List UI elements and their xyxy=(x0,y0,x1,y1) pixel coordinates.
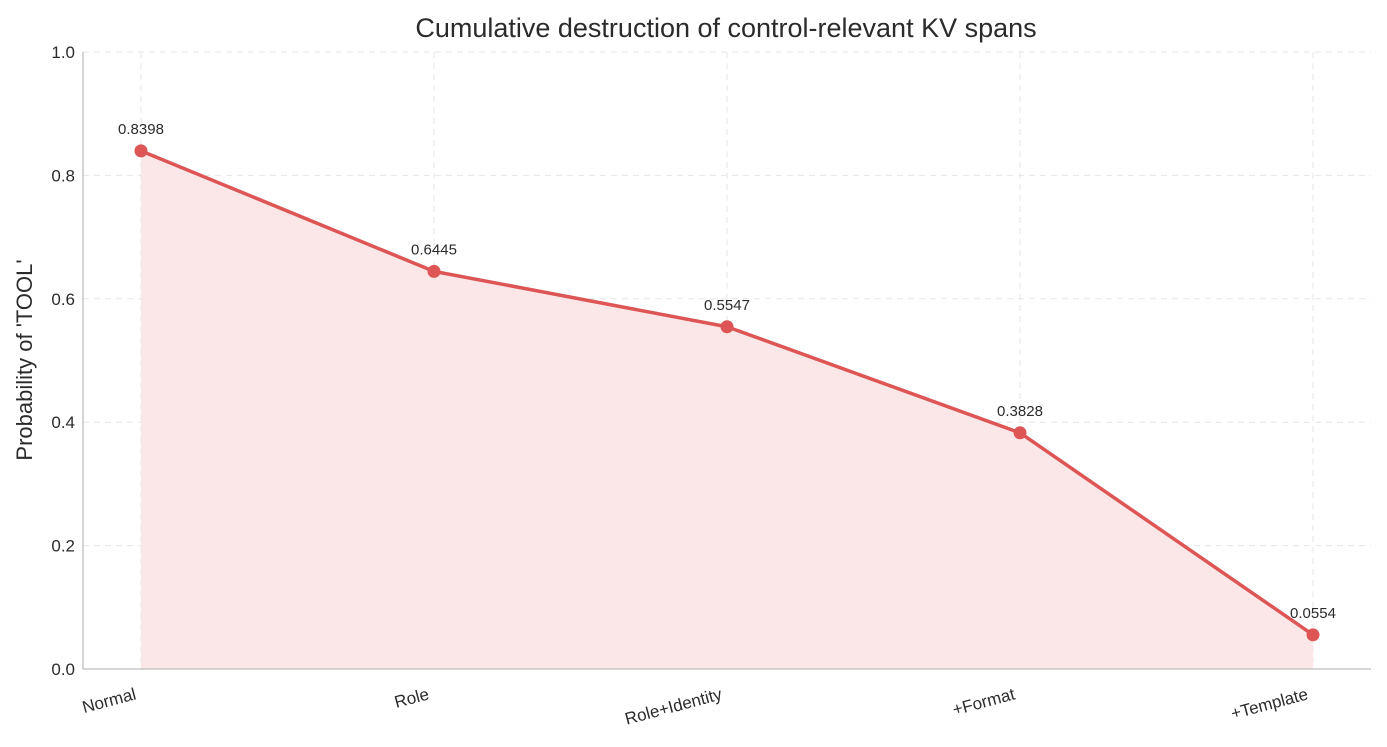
y-tick-label: 1.0 xyxy=(51,43,75,62)
chart-title: Cumulative destruction of control-releva… xyxy=(415,13,1036,43)
data-point xyxy=(134,144,148,158)
x-ticks: Normal Role Role+Identity +Format +Template xyxy=(80,684,1310,728)
y-tick-label: 0.0 xyxy=(51,660,75,679)
x-tick-label: Normal xyxy=(80,685,138,718)
y-axis-label: Probability of 'TOOL' xyxy=(12,259,37,460)
x-tick-label: +Format xyxy=(951,684,1018,719)
x-tick-label: +Template xyxy=(1229,685,1310,724)
data-labels: 0.8398 0.6445 0.5547 0.3828 0.0554 xyxy=(118,121,1336,622)
data-label: 0.3828 xyxy=(997,403,1043,420)
data-point xyxy=(1013,426,1027,440)
data-point xyxy=(1306,628,1320,642)
data-label: 0.8398 xyxy=(118,121,164,138)
axes xyxy=(82,52,1371,670)
data-label: 0.5547 xyxy=(704,297,750,314)
x-tick-label: Role xyxy=(392,685,431,712)
y-tick-label: 0.2 xyxy=(51,537,75,556)
y-tick-label: 0.6 xyxy=(51,290,75,309)
y-tick-label: 0.4 xyxy=(51,413,75,432)
data-points xyxy=(134,144,1320,642)
y-tick-label: 0.8 xyxy=(51,166,75,185)
area-fill-group xyxy=(141,150,1313,670)
y-ticks: 0.0 0.2 0.4 0.6 0.8 1.0 xyxy=(51,43,75,679)
data-point xyxy=(427,264,441,278)
data-point xyxy=(720,320,734,334)
area-fill xyxy=(141,150,1313,670)
x-tick-label: Role+Identity xyxy=(623,684,725,728)
data-label: 0.0554 xyxy=(1290,605,1336,622)
data-label: 0.6445 xyxy=(411,241,457,258)
